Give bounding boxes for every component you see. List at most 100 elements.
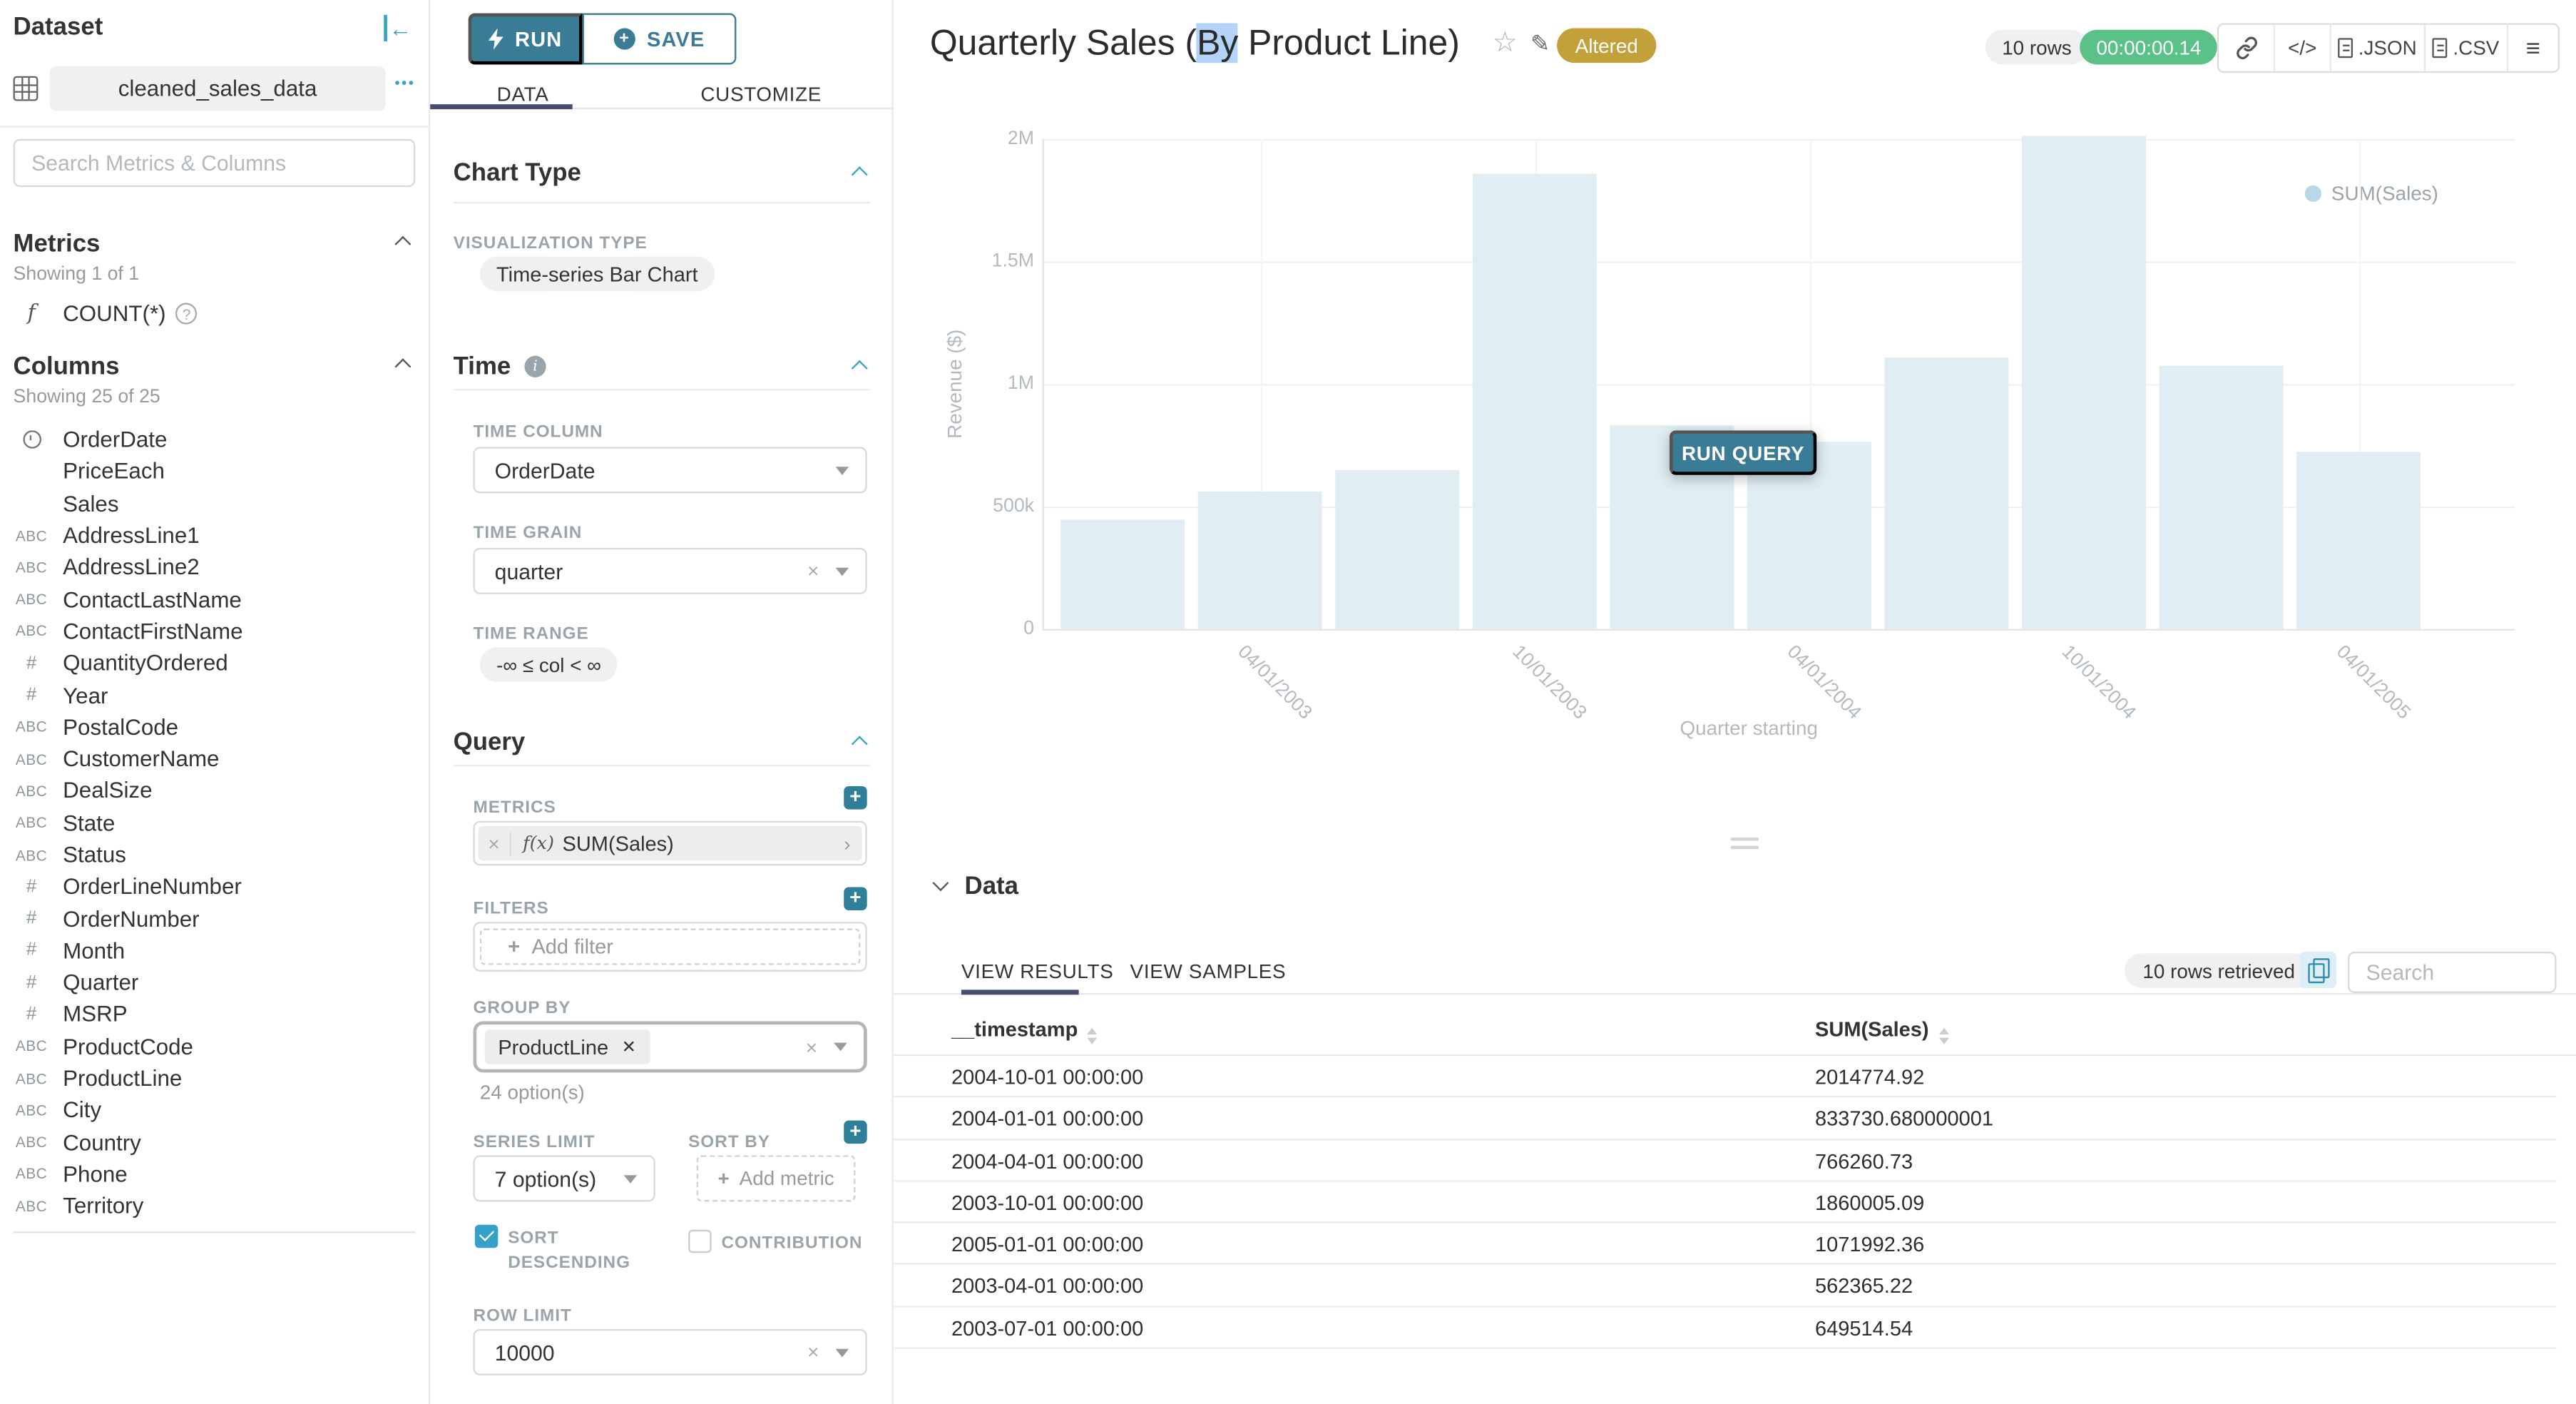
column-list-item[interactable]: # QuantityOrdered <box>26 651 228 676</box>
column-list-item[interactable]: ABC DealSize <box>15 778 153 804</box>
column-header-sum-sales[interactable]: SUM(Sales) <box>1815 1018 1949 1044</box>
data-collapse-icon[interactable] <box>932 875 949 892</box>
remove-metric-icon[interactable]: × <box>488 831 500 855</box>
column-list-item[interactable]: PriceEach <box>63 459 165 484</box>
column-list-item[interactable]: # Year <box>26 683 108 708</box>
table-row[interactable]: 2004-10-01 00:00:00 2014774.92 <box>893 1056 2557 1098</box>
column-list-item[interactable]: ABC Country <box>15 1129 141 1155</box>
add-metric-button[interactable]: + <box>844 785 867 810</box>
add-filter-button[interactable]: + <box>844 886 867 910</box>
time-range-value[interactable]: -∞ ≤ col < ∞ <box>479 647 618 682</box>
export-csv-button[interactable]: .CSV <box>2426 24 2509 71</box>
table-row[interactable]: 2003-10-01 00:00:00 1860005.09 <box>893 1181 2557 1224</box>
column-list-item[interactable]: ABC CustomerName <box>15 746 220 772</box>
sort-by-add-metric[interactable]: + Add metric <box>696 1155 856 1202</box>
column-list-item[interactable]: ABC AddressLine2 <box>15 554 200 580</box>
time-heading: Time <box>453 352 511 381</box>
run-query-button[interactable]: RUN QUERY <box>1669 430 1817 475</box>
clear-icon[interactable]: × <box>805 1035 818 1059</box>
column-list-item[interactable]: ABC ContactFirstName <box>15 619 243 644</box>
column-list-item[interactable]: # MSRP <box>26 1002 128 1027</box>
add-sort-metric-button[interactable]: + <box>844 1119 867 1144</box>
bar-2003-10-01[interactable] <box>1472 173 1597 629</box>
chart-type-collapse-icon[interactable] <box>851 166 868 183</box>
query-collapse-icon[interactable] <box>851 736 868 753</box>
column-list-item[interactable]: ABC ProductCode <box>15 1034 194 1059</box>
table-row[interactable]: 2005-01-01 00:00:00 1071992.36 <box>893 1224 2557 1266</box>
columns-collapse-icon[interactable] <box>394 358 412 375</box>
bar-2004-07-01[interactable] <box>1884 357 2009 629</box>
tab-customize[interactable]: CUSTOMIZE <box>700 83 822 106</box>
viz-type-value[interactable]: Time-series Bar Chart <box>479 256 715 292</box>
favorite-star-icon[interactable]: ☆ <box>1492 26 1518 58</box>
bar-2003-01-01[interactable] <box>1060 519 1185 629</box>
menu-button[interactable]: ≡ <box>2508 25 2558 71</box>
tab-view-results[interactable]: VIEW RESULTS <box>961 960 1114 984</box>
column-list-item[interactable]: ABC Phone <box>15 1161 128 1187</box>
column-list-item[interactable]: Sales <box>63 491 119 517</box>
remove-chip-icon[interactable]: ✕ <box>621 1037 637 1057</box>
export-json-button[interactable]: .JSON <box>2331 24 2426 71</box>
dataset-name[interactable]: cleaned_sales_data <box>49 66 386 111</box>
group-by-chip[interactable]: ProductLine ✕ <box>484 1029 650 1064</box>
clear-icon[interactable]: × <box>807 1341 819 1364</box>
chart-legend[interactable]: SUM(Sales) <box>2304 182 2438 205</box>
column-list-item[interactable]: # OrderNumber <box>26 906 200 932</box>
time-grain-select[interactable]: quarter × <box>473 547 867 594</box>
clear-icon[interactable]: × <box>807 559 819 583</box>
time-collapse-icon[interactable] <box>851 360 868 377</box>
row-limit-select[interactable]: 10000 × <box>473 1328 867 1375</box>
dataset-more-icon[interactable]: ••• <box>394 74 416 91</box>
results-search-input[interactable] <box>2348 952 2557 993</box>
bar-2003-04-01[interactable] <box>1197 491 1322 629</box>
collapse-panel-icon[interactable]: ← <box>384 14 412 42</box>
columns-showing-count: Showing 25 of 25 <box>13 387 160 407</box>
column-list-item[interactable]: ABC ProductLine <box>15 1066 183 1092</box>
sort-icon[interactable] <box>1088 1027 1098 1044</box>
time-column-select[interactable]: OrderDate <box>473 447 867 494</box>
add-filter-dropzone[interactable]: + Add filter <box>479 928 861 965</box>
text-type-icon: ABC <box>15 623 48 640</box>
sum-sales-cell: 2014774.92 <box>1815 1066 1925 1089</box>
contribution-checkbox[interactable] <box>688 1229 712 1253</box>
bar-2005-01-01[interactable] <box>2159 366 2284 629</box>
bar-2003-07-01[interactable] <box>1335 469 1460 629</box>
column-list-item[interactable]: ABC City <box>15 1098 102 1123</box>
metrics-collapse-icon[interactable] <box>394 235 412 253</box>
column-list-item[interactable]: # Quarter <box>26 970 139 995</box>
column-list-item[interactable]: ABC PostalCode <box>15 714 179 740</box>
column-list-item[interactable]: ABC Status <box>15 842 126 868</box>
table-row[interactable]: 2004-01-01 00:00:00 833730.680000001 <box>893 1098 2557 1140</box>
column-list-item[interactable]: ABC ContactLastName <box>15 586 242 612</box>
panel-resize-handle[interactable] <box>1730 837 1759 848</box>
series-limit-select[interactable]: 7 option(s) <box>473 1155 655 1202</box>
column-list-item[interactable]: ABC State <box>15 810 116 835</box>
save-button[interactable]: + SAVE <box>582 13 737 65</box>
column-list-item[interactable]: # Month <box>26 938 126 963</box>
copy-data-button[interactable] <box>2299 952 2336 989</box>
sort-icon[interactable] <box>1938 1027 1949 1044</box>
edit-title-icon[interactable]: ✎ <box>1530 29 1550 56</box>
copy-link-button[interactable] <box>2219 24 2275 71</box>
sort-descending-checkbox[interactable] <box>474 1224 499 1248</box>
column-list-item[interactable]: OrderDate <box>0 424 430 456</box>
search-metrics-columns-input[interactable] <box>13 138 416 188</box>
bar-2005-04-01[interactable] <box>2296 452 2421 629</box>
column-header-timestamp[interactable]: __timestamp <box>951 1018 1098 1044</box>
embed-code-button[interactable]: </> <box>2275 24 2331 71</box>
table-row[interactable]: 2003-07-01 00:00:00 649514.54 <box>893 1307 2557 1349</box>
metric-item-count[interactable]: f COUNT(*) ? <box>0 301 430 326</box>
altered-badge[interactable]: Altered <box>1557 28 1657 63</box>
expand-metric-icon[interactable]: › <box>844 831 851 855</box>
column-list-item[interactable]: ABC AddressLine1 <box>15 523 200 548</box>
table-row[interactable]: 2004-04-01 00:00:00 766260.73 <box>893 1140 2557 1182</box>
table-row[interactable]: 2003-04-01 00:00:00 562365.22 <box>893 1266 2557 1308</box>
group-by-select[interactable]: ProductLine ✕ × <box>473 1021 867 1073</box>
run-button[interactable]: RUN <box>468 13 583 65</box>
column-list-item[interactable]: ABC Territory <box>15 1194 144 1219</box>
tab-data[interactable]: DATA <box>496 83 549 106</box>
tab-view-samples[interactable]: VIEW SAMPLES <box>1130 960 1287 984</box>
bar-2004-10-01[interactable] <box>2022 135 2147 629</box>
column-list-item[interactable]: # OrderLineNumber <box>26 874 242 900</box>
metric-chip[interactable]: × f(x) SUM(Sales) › <box>478 825 862 861</box>
